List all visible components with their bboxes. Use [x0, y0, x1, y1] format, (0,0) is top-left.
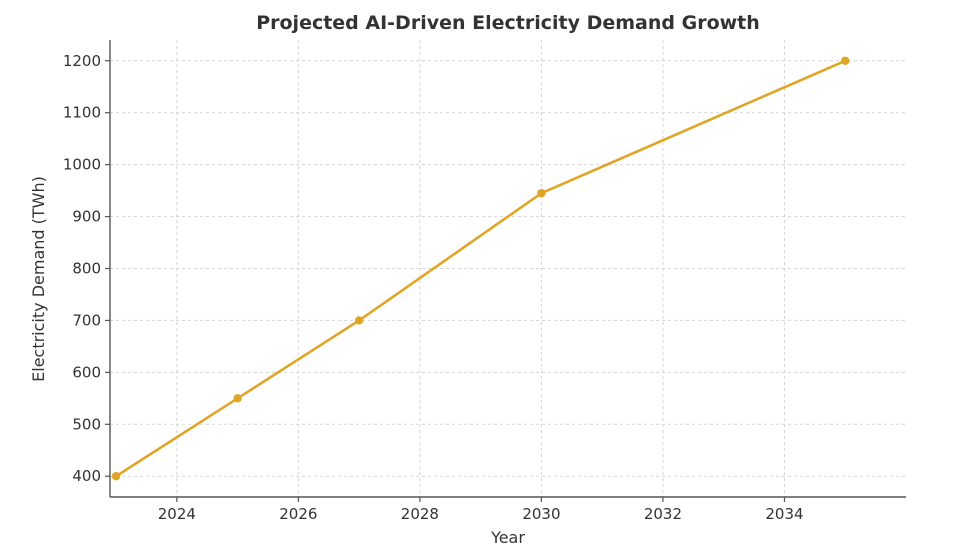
x-axis-label: Year	[490, 528, 525, 547]
grid	[110, 40, 906, 497]
y-tick-label: 600	[72, 363, 101, 381]
tick-labels: 400 500 600 700 800 900 1000 1100 1200 2024 2026 20…	[63, 52, 804, 523]
x-tick-label: 2032	[644, 505, 682, 523]
y-tick-label: 1100	[63, 104, 101, 122]
data-point	[111, 472, 121, 481]
data-point	[354, 316, 364, 325]
y-tick-label: 1200	[63, 52, 101, 70]
x-tick-label: 2024	[158, 505, 196, 523]
y-tick-label: 700	[72, 311, 101, 329]
x-tick-label: 2030	[522, 505, 560, 523]
y-tick-label: 400	[72, 467, 101, 485]
x-tick-label: 2026	[279, 505, 317, 523]
y-axis-label: Electricity Demand (TWh)	[29, 176, 48, 382]
y-tick-label: 1000	[63, 156, 101, 174]
chart-title: Projected AI-Driven Electricity Demand G…	[256, 12, 760, 34]
x-tick-label: 2034	[765, 505, 803, 523]
series	[111, 56, 850, 481]
data-point	[537, 188, 546, 198]
y-tick-label: 500	[72, 415, 101, 433]
y-tick-label: 900	[72, 208, 101, 226]
data-point	[233, 394, 242, 403]
data-point	[841, 56, 850, 65]
y-tick-label: 800	[72, 260, 101, 278]
x-tick-label: 2028	[401, 505, 439, 523]
